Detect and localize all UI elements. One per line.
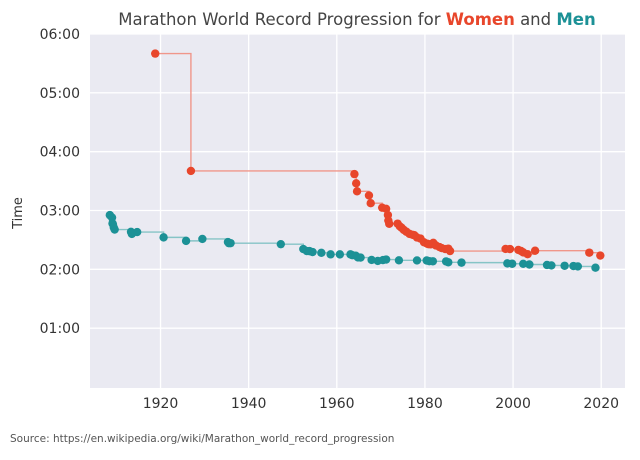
- data-point: [525, 260, 534, 269]
- x-tick-label: 1980: [407, 396, 443, 412]
- data-point: [364, 191, 374, 200]
- data-point: [335, 250, 345, 259]
- data-point: [366, 199, 375, 208]
- data-point: [444, 258, 453, 267]
- data-point: [186, 166, 196, 176]
- x-tick-label: 2000: [495, 396, 531, 412]
- data-point: [367, 255, 376, 265]
- data-point: [445, 246, 455, 256]
- y-tick-label: 04:00: [40, 145, 80, 161]
- title-part: Women: [446, 10, 515, 29]
- x-tick-label: 1940: [231, 396, 267, 412]
- data-point: [381, 255, 391, 264]
- x-tick-label: 2020: [583, 396, 619, 412]
- data-point: [351, 179, 361, 188]
- data-point: [356, 253, 365, 262]
- data-point: [350, 169, 359, 179]
- y-axis: 01:00 02:00 03:00 04:00 05:00 06:00: [40, 27, 80, 337]
- data-point: [519, 259, 528, 269]
- data-point: [326, 250, 335, 259]
- data-point: [547, 261, 556, 270]
- x-tick-label: 1920: [143, 396, 179, 412]
- data-point: [308, 247, 317, 257]
- data-point: [159, 233, 168, 242]
- data-point: [573, 262, 583, 271]
- data-point: [505, 244, 515, 254]
- series-women: [151, 49, 605, 260]
- data-point: [596, 251, 605, 260]
- data-point: [523, 250, 532, 259]
- data-point: [585, 248, 594, 257]
- grid: [90, 33, 625, 388]
- y-tick-label: 01:00: [40, 321, 80, 337]
- series-layer: [105, 49, 605, 272]
- y-tick-label: 05:00: [40, 86, 80, 102]
- data-point: [276, 239, 286, 249]
- x-tick-label: 1960: [319, 396, 355, 412]
- data-point: [530, 246, 540, 255]
- data-point: [352, 187, 362, 196]
- y-axis-label: Time: [11, 197, 26, 230]
- data-point: [507, 259, 517, 268]
- data-point: [560, 261, 569, 270]
- title-part: and: [515, 10, 557, 29]
- data-point: [181, 236, 191, 246]
- data-point: [394, 256, 404, 265]
- data-point: [385, 219, 394, 228]
- x-axis: 1920 1940 1960 1980 2000 2020: [143, 396, 619, 412]
- data-point: [110, 225, 119, 234]
- series-men: [105, 210, 600, 272]
- data-point: [198, 234, 207, 244]
- y-tick-label: 03:00: [40, 204, 80, 220]
- data-point: [226, 238, 235, 248]
- data-point: [151, 49, 160, 58]
- title-part: Men: [556, 10, 595, 29]
- data-point: [132, 227, 142, 237]
- source-note: Source: https://en.wikipedia.org/wiki/Ma…: [10, 433, 394, 445]
- data-point: [457, 258, 466, 267]
- y-tick-label: 02:00: [40, 262, 80, 278]
- y-tick-label: 06:00: [40, 27, 80, 43]
- chart-title: Marathon World Record Progression for Wo…: [118, 10, 595, 29]
- data-point: [591, 263, 600, 272]
- data-point: [412, 256, 422, 265]
- title-part: Marathon World Record Progression for: [118, 10, 445, 29]
- data-point: [317, 248, 326, 258]
- data-point: [428, 257, 438, 266]
